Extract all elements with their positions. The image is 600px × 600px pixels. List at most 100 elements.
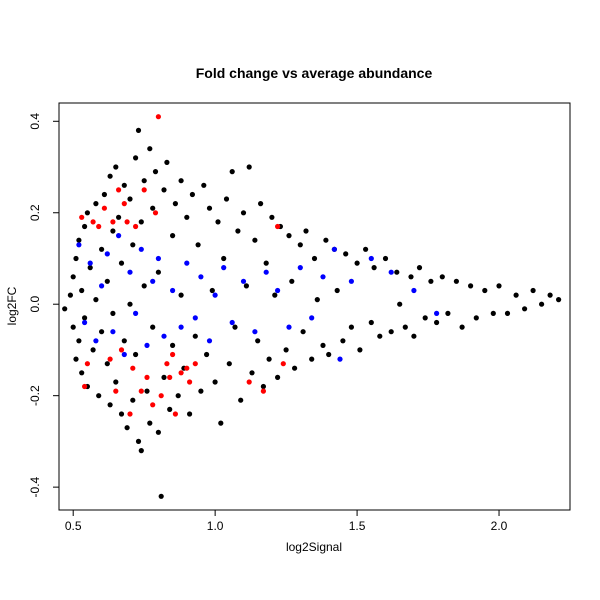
data-point <box>255 338 261 344</box>
data-point-red <box>275 223 281 230</box>
data-point <box>158 493 164 499</box>
data-point <box>116 214 122 220</box>
data-point <box>198 388 204 394</box>
data-point <box>87 265 93 271</box>
data-point <box>187 411 193 417</box>
data-point <box>170 233 176 239</box>
data-point <box>93 201 99 207</box>
data-point <box>292 365 298 371</box>
data-point <box>201 182 207 188</box>
data-point <box>334 287 340 294</box>
data-point <box>161 187 167 193</box>
data-point <box>76 338 82 344</box>
x-tick-label: 1.0 <box>207 519 224 533</box>
data-point <box>141 178 147 184</box>
data-point <box>110 228 116 234</box>
data-point-blue <box>221 265 227 271</box>
data-point-blue <box>192 315 198 321</box>
data-point-blue <box>275 287 281 294</box>
data-point <box>93 297 99 303</box>
x-axis: 0.5 1.0 1.5 2.0 <box>65 509 508 533</box>
data-point-blue <box>337 356 343 362</box>
data-point <box>238 397 244 403</box>
data-point <box>363 246 369 252</box>
data-point <box>416 265 423 271</box>
data-point <box>118 260 125 266</box>
data-point <box>286 233 292 239</box>
data-point <box>150 324 156 330</box>
data-point <box>243 283 249 289</box>
data-point <box>226 361 232 367</box>
data-point-red <box>158 393 164 399</box>
data-point <box>326 351 332 358</box>
data-point-blue <box>127 269 133 275</box>
data-point-blue <box>76 242 82 248</box>
data-point <box>101 191 107 198</box>
data-point <box>513 292 519 298</box>
data-point <box>135 127 142 133</box>
data-point <box>411 333 417 339</box>
data-point-red <box>118 347 125 353</box>
y-axis-label: log2FC <box>5 286 19 325</box>
data-point <box>206 205 213 211</box>
data-point <box>215 219 221 225</box>
data-point-red <box>144 374 150 380</box>
data-point-blue <box>206 338 213 344</box>
data-point <box>377 333 383 339</box>
data-point <box>459 324 465 330</box>
data-point <box>195 242 201 248</box>
data-point <box>84 210 90 216</box>
data-point-blue <box>263 269 269 275</box>
data-point <box>147 420 153 426</box>
data-point-red <box>124 219 130 225</box>
y-axis: -0.4 -0.2 0.0 0.2 0.4 <box>28 113 60 497</box>
data-point <box>104 361 110 367</box>
data-point <box>127 301 133 307</box>
data-point <box>204 351 210 358</box>
data-point <box>110 310 116 316</box>
data-point <box>155 269 161 275</box>
data-point <box>314 297 320 303</box>
data-point-red <box>101 205 107 211</box>
data-point-red <box>90 219 96 225</box>
data-point <box>127 196 133 202</box>
data-point <box>522 306 528 312</box>
data-point <box>422 315 428 321</box>
data-point <box>172 201 178 207</box>
y-tick-label: 0.4 <box>28 113 42 130</box>
data-point <box>263 260 269 266</box>
data-point <box>258 201 264 207</box>
data-point <box>252 237 258 243</box>
data-point <box>309 356 315 362</box>
data-point <box>320 342 326 348</box>
data-point-red <box>187 379 193 385</box>
data-point <box>67 292 73 298</box>
data-point-blue <box>144 342 150 348</box>
data-point <box>209 287 215 294</box>
data-point-blue <box>155 255 161 262</box>
data-point-red <box>96 223 102 230</box>
data-point-red <box>133 223 139 230</box>
data-point-blue <box>104 251 110 257</box>
data-point-blue <box>138 246 144 252</box>
data-point <box>124 425 130 431</box>
data-point <box>121 338 127 344</box>
data-point-red <box>192 361 198 367</box>
y-tick-label: -0.2 <box>28 385 42 406</box>
data-point-blue <box>320 274 326 280</box>
data-point <box>150 205 156 211</box>
data-point <box>70 324 76 330</box>
data-point <box>178 292 184 298</box>
data-point <box>147 146 153 152</box>
data-point <box>445 310 451 316</box>
data-point <box>167 406 173 412</box>
data-point <box>184 214 190 220</box>
data-point <box>246 164 252 170</box>
data-point-blue <box>252 329 258 335</box>
data-point <box>107 173 113 179</box>
data-point-red <box>107 356 113 362</box>
data-point <box>397 301 403 307</box>
data-point <box>144 388 150 394</box>
data-point <box>130 242 136 248</box>
data-point <box>260 383 266 390</box>
